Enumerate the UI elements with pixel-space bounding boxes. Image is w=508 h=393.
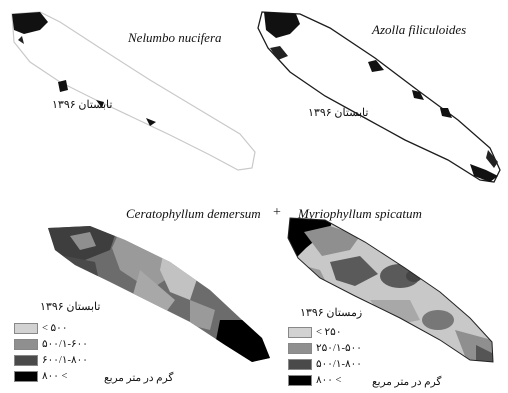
legend-swatch: [288, 374, 312, 386]
legend-item: ۵۰۰/۱-۸۰۰: [288, 358, 362, 370]
legend-item: < ۲۵۰: [288, 326, 341, 338]
season-label-azolla: تابستان ۱۳۹۶: [308, 107, 369, 119]
legend-item: ۵۰۰/۱-۶۰۰: [14, 338, 88, 350]
legend-label: ۵۰۰/۱-۶۰۰: [42, 339, 88, 350]
legend-label: ۸۰۰ <: [42, 371, 68, 382]
season-label-winter: زمستان ۱۳۹۶: [300, 307, 363, 319]
legend-item: ۸۰۰ <: [14, 370, 67, 382]
legend-swatch: [288, 326, 312, 338]
legend-label: ۵۰۰/۱-۸۰۰: [316, 359, 362, 370]
legend-item: ۲۵۰/۱-۵۰۰: [288, 342, 362, 354]
species-label-nelumbo: Nelumbo nucifera: [128, 30, 222, 45]
legend-swatch: [14, 322, 38, 334]
map-azolla: [257, 11, 501, 183]
legend-swatch: [14, 370, 38, 382]
legend-label: ۲۵۰/۱-۵۰۰: [316, 343, 362, 354]
species-label-azolla: Azolla filiculoides: [372, 22, 467, 37]
legend-swatch: [14, 354, 38, 366]
legend-swatch: [288, 358, 312, 370]
map-nelumbo: [11, 11, 256, 171]
legend-label: < ۵۰۰: [42, 323, 68, 334]
season-label-summer: تابستان ۱۳۹۶: [40, 301, 101, 313]
legend-label: ۸۰۰ <: [316, 375, 342, 386]
legend-label: < ۲۵۰: [316, 327, 342, 338]
legend-item: ۶۰۰/۱-۸۰۰: [14, 354, 88, 366]
combined-title-left: Ceratophyllum demersum: [126, 206, 261, 221]
season-label-nelumbo: تابستان ۱۳۹۶: [52, 99, 113, 111]
legend-swatch: [288, 342, 312, 354]
legend-item: < ۵۰۰: [14, 322, 67, 334]
legend-label: ۶۰۰/۱-۸۰۰: [42, 355, 88, 366]
legend-unit: گرم در متر مربع: [104, 373, 174, 384]
combined-title-plus: +: [273, 205, 281, 220]
legend-swatch: [14, 338, 38, 350]
combined-title-right: Myriophyllum spicatum: [298, 206, 422, 221]
legend-item: ۸۰۰ <: [288, 374, 341, 386]
legend-unit: گرم در متر مربع: [372, 377, 442, 388]
